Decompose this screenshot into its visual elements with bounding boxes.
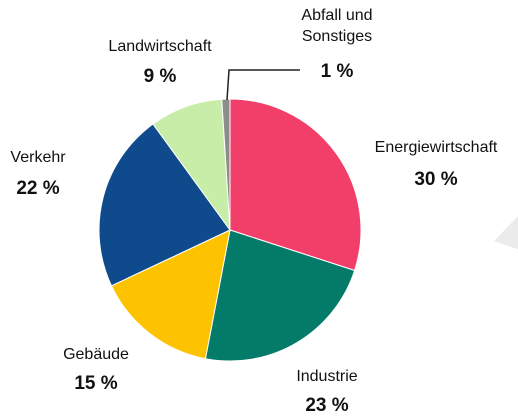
value-label: 15 % <box>74 373 118 394</box>
category-label: Landwirtschaft <box>108 38 212 55</box>
category-label: Energiewirtschaft <box>374 139 498 156</box>
pie-slice <box>204 229 356 362</box>
decor <box>494 216 518 250</box>
category-label: Verkehr <box>10 149 66 166</box>
value-label: 1 % <box>320 61 354 82</box>
pie-slice <box>98 123 231 287</box>
pie-slice <box>221 98 231 231</box>
category-label: Abfall und Sonstiges <box>301 7 373 45</box>
category-label: Industrie <box>296 368 358 385</box>
value-label: 9 % <box>143 66 177 87</box>
leader-line <box>226 69 300 101</box>
value-label: 23 % <box>305 395 349 416</box>
value-label: 22 % <box>16 178 60 199</box>
pie-slice <box>229 98 362 272</box>
value-label: 30 % <box>414 169 458 190</box>
category-label: Gebäude <box>63 346 129 363</box>
pie-slice <box>110 229 231 360</box>
